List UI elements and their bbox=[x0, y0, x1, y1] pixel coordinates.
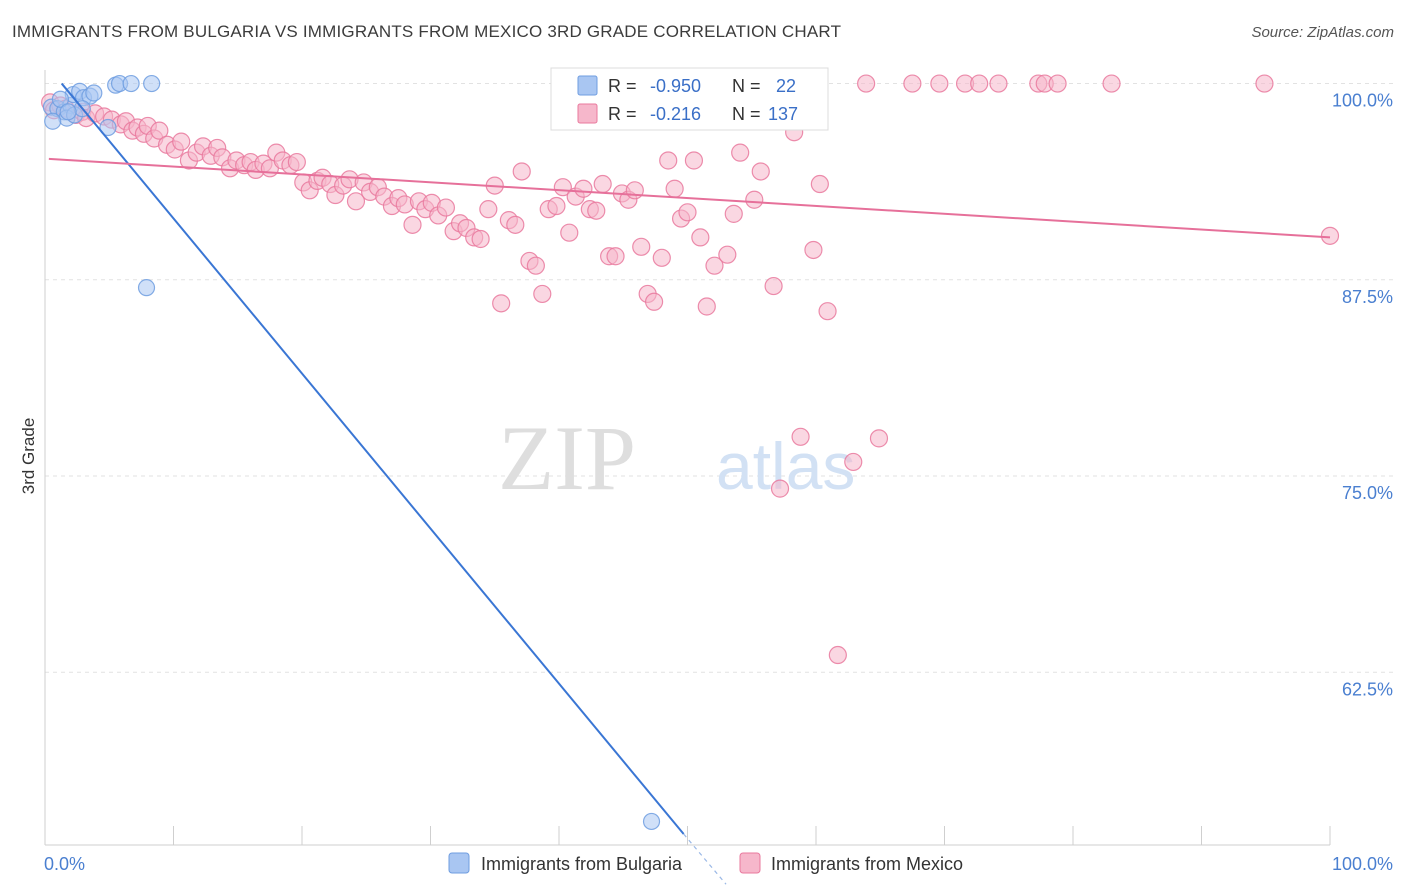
bulgaria-point bbox=[122, 74, 140, 93]
bulgaria-point bbox=[99, 118, 117, 137]
mexico-point bbox=[287, 152, 306, 172]
stats-n-value-bulgaria: 22 bbox=[776, 76, 796, 96]
legend-swatch-mexico bbox=[739, 852, 761, 874]
mexico-point bbox=[471, 229, 490, 249]
mexico-point bbox=[844, 452, 863, 472]
mexico-point bbox=[770, 479, 790, 498]
mexico-point bbox=[1320, 226, 1340, 245]
mexico-point bbox=[818, 302, 837, 321]
mexico-point bbox=[150, 121, 169, 140]
mexico-point bbox=[1255, 74, 1274, 93]
series-mexico-points bbox=[41, 74, 1340, 665]
mexico-point bbox=[745, 190, 764, 209]
mexico-point bbox=[172, 132, 191, 151]
mexico-point bbox=[526, 256, 545, 275]
trend-lines bbox=[48, 82, 1331, 885]
mexico-point bbox=[684, 151, 704, 170]
mexico-point bbox=[751, 162, 770, 181]
mexico-point bbox=[560, 223, 579, 242]
mexico-point bbox=[691, 228, 710, 247]
y-tick-label: 100.0% bbox=[1332, 91, 1393, 111]
stats-n-label-mexico: N = bbox=[732, 104, 766, 124]
mexico-point bbox=[644, 292, 664, 311]
mexico-point bbox=[697, 297, 716, 316]
stats-swatch-bulgaria bbox=[577, 75, 598, 96]
mexico-point bbox=[705, 256, 724, 275]
mexico-point bbox=[506, 215, 525, 234]
mexico-point bbox=[625, 181, 644, 200]
mexico-point bbox=[659, 151, 678, 170]
stats-r-label-bulgaria: R = bbox=[608, 76, 642, 96]
mexico-point bbox=[1048, 74, 1067, 93]
bulgaria-point bbox=[137, 279, 156, 297]
stats-swatch-mexico bbox=[577, 103, 598, 124]
mexico-point bbox=[810, 174, 829, 194]
x-ticks bbox=[44, 826, 1331, 845]
mexico-point bbox=[479, 200, 498, 219]
mexico-point bbox=[652, 248, 671, 267]
bulgaria-point bbox=[59, 103, 77, 121]
legend-label-bulgaria: Immigrants from Bulgaria bbox=[481, 854, 683, 874]
mexico-point bbox=[764, 276, 783, 296]
watermark-zip: ZIP bbox=[498, 407, 636, 509]
mexico-point bbox=[930, 74, 949, 93]
mexico-point bbox=[857, 74, 876, 93]
watermark: ZIP atlas bbox=[498, 407, 855, 509]
bulgaria-point bbox=[44, 112, 62, 130]
mexico-point bbox=[403, 215, 422, 234]
y-tick-label: 87.5% bbox=[1342, 287, 1393, 307]
mexico-point bbox=[512, 162, 531, 181]
y-tick-label: 75.0% bbox=[1342, 483, 1393, 503]
mexico-point bbox=[492, 294, 511, 313]
mexico-point bbox=[828, 645, 847, 665]
mexico-point bbox=[678, 203, 697, 222]
mexico-point bbox=[989, 74, 1008, 93]
stats-r-value-bulgaria: -0.950 bbox=[650, 76, 701, 96]
bulgaria-point bbox=[143, 74, 161, 93]
mexico-point bbox=[346, 192, 366, 211]
y-tick-labels: 62.5% 75.0% 87.5% 100.0% bbox=[1332, 91, 1393, 700]
mexico-point bbox=[632, 237, 651, 256]
mexico-point bbox=[593, 174, 612, 194]
trend-line-bulgaria bbox=[60, 82, 685, 835]
legend-label-mexico: Immigrants from Mexico bbox=[771, 854, 963, 874]
mexico-point bbox=[731, 143, 750, 162]
trend-line-mexico bbox=[48, 157, 1331, 239]
bulgaria-point bbox=[85, 84, 103, 102]
chart-source: Source: ZipAtlas.com bbox=[1251, 24, 1394, 41]
legend-swatch-bulgaria bbox=[448, 852, 470, 874]
mexico-point bbox=[1102, 74, 1121, 93]
x-tick-label-max: 100.0% bbox=[1332, 854, 1393, 874]
mexico-point bbox=[665, 179, 684, 198]
gridlines bbox=[45, 83, 1393, 673]
x-tick-label-min: 0.0% bbox=[44, 854, 85, 874]
y-tick-label: 62.5% bbox=[1342, 679, 1393, 699]
mexico-point bbox=[970, 74, 989, 93]
mexico-point bbox=[718, 245, 737, 264]
trend-line-bulgaria-extension bbox=[683, 833, 727, 885]
mexico-point bbox=[533, 284, 552, 304]
mexico-point bbox=[547, 196, 566, 216]
stats-r-label-mexico: R = bbox=[608, 104, 642, 124]
mexico-point bbox=[606, 247, 625, 266]
mexico-point bbox=[869, 429, 889, 448]
stats-n-value-mexico: 137 bbox=[768, 104, 798, 124]
legend: Immigrants from Bulgaria Immigrants from… bbox=[448, 852, 963, 874]
stats-r-value-mexico: -0.216 bbox=[650, 104, 701, 124]
stats-box: R = -0.950 N = 22 R = -0.216 N = 137 bbox=[550, 67, 829, 131]
mexico-point bbox=[436, 198, 456, 217]
chart-title: IMMIGRANTS FROM BULGARIA VS IMMIGRANTS F… bbox=[12, 22, 842, 41]
mexico-point bbox=[903, 74, 922, 93]
mexico-point bbox=[791, 427, 810, 446]
mexico-point bbox=[587, 201, 606, 220]
bulgaria-point bbox=[51, 90, 70, 108]
mexico-point bbox=[804, 240, 823, 260]
y-axis-title: 3rd Grade bbox=[19, 418, 38, 495]
stats-n-label-bulgaria: N = bbox=[732, 76, 766, 96]
series-bulgaria-points bbox=[42, 74, 661, 831]
mexico-point bbox=[574, 179, 593, 198]
mexico-point bbox=[724, 204, 743, 223]
bulgaria-point bbox=[642, 812, 661, 831]
